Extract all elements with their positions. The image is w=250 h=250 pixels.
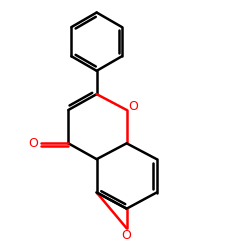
Text: O: O (122, 229, 132, 242)
Text: O: O (128, 100, 138, 113)
Text: O: O (28, 137, 38, 150)
